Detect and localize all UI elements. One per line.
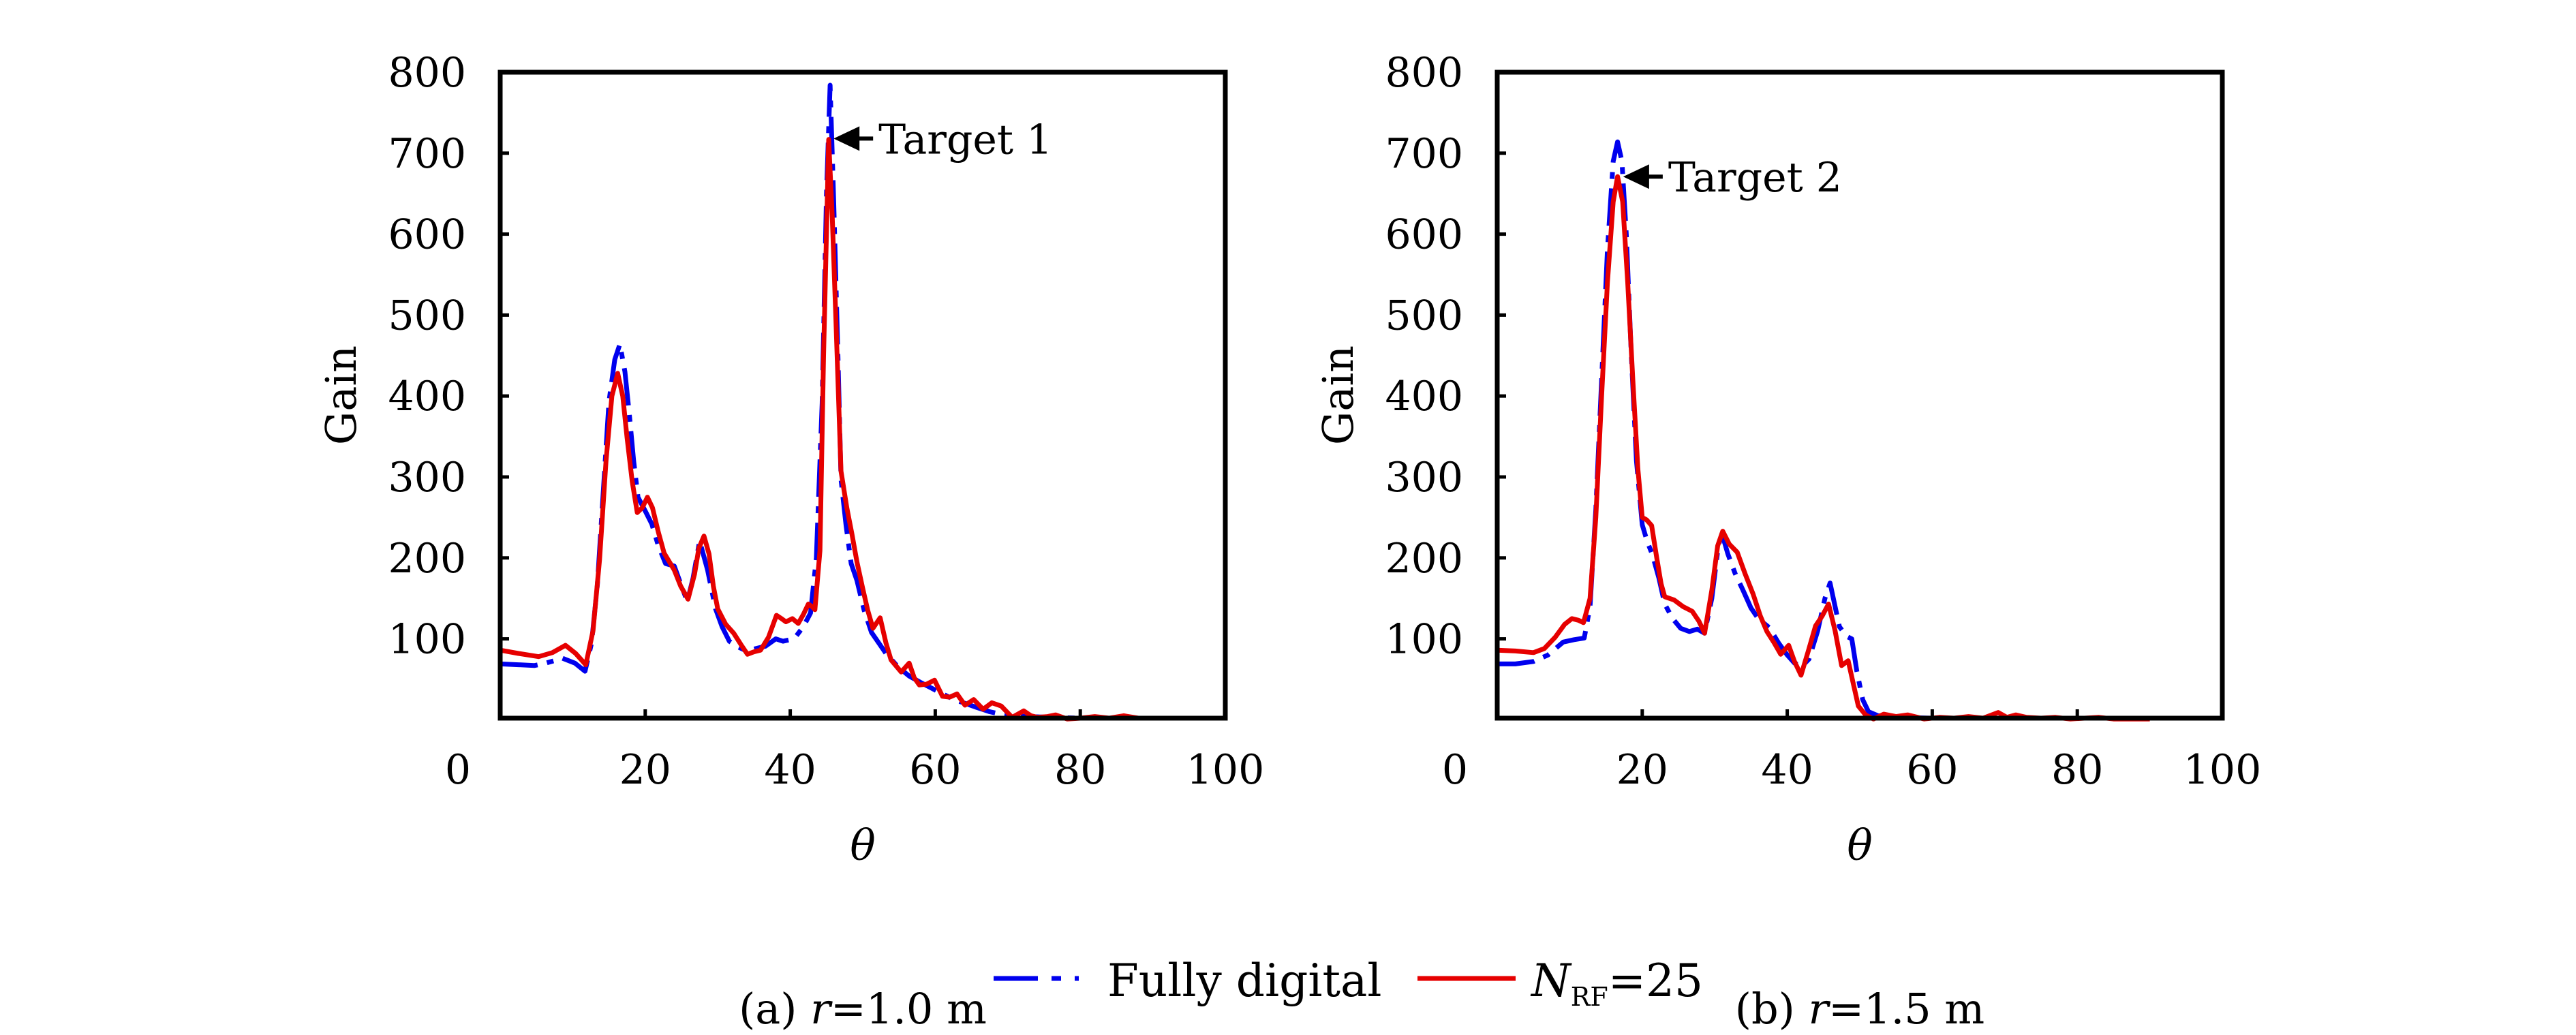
panel-a-xtick-label: 40 xyxy=(764,746,816,794)
panel-b-series-nrf-25-line xyxy=(1497,174,2150,722)
panel-a: 0 20 40 60 80 100 100 200 300 400 500 600 700 800 Gai… xyxy=(316,49,1264,1034)
panel-a-caption-var: r xyxy=(810,984,833,1034)
panel-a-annotation: Target 1 xyxy=(833,116,1052,164)
panel-b-caption-rest: =1.5 m xyxy=(1828,984,1984,1034)
panel-a-annotation-arrow-icon xyxy=(833,126,860,151)
panel-b-y-axis-label: Gain xyxy=(1313,345,1363,445)
panel-a-xtick-label: 20 xyxy=(619,746,671,794)
panel-a-series-nrf-25-line xyxy=(500,137,1153,722)
legend-item-nrf: NRF=25 xyxy=(1417,955,1703,1012)
panel-b-ytick-label: 600 xyxy=(1385,211,1463,259)
panel-a-caption: (a) r=1.0 m xyxy=(739,984,987,1034)
panel-a-caption-rest: =1.0 m xyxy=(831,984,987,1034)
panel-b-ytick-label: 300 xyxy=(1385,454,1463,501)
panel-b-ytick-label: 100 xyxy=(1385,616,1463,664)
panel-a-ytick-label: 200 xyxy=(388,535,466,583)
panel-b-caption: (b) r=1.5 m xyxy=(1735,984,1984,1034)
panel-b-ticks: 0 20 40 60 80 100 100 200 300 400 500 600 700 800 xyxy=(1385,49,2261,794)
panel-a-ytick-label: 100 xyxy=(388,616,466,664)
panel-a-y-axis-label: Gain xyxy=(316,345,366,445)
panel-a-x-axis-label: θ xyxy=(850,820,875,870)
panel-a-annotation-text: Target 1 xyxy=(878,116,1052,164)
panel-b-caption-prefix: (b) xyxy=(1735,984,1809,1034)
panel-b-x-axis-label: θ xyxy=(1847,820,1872,870)
panel-b-annotation-arrow-icon xyxy=(1623,164,1649,189)
panel-b-xtick-label: 100 xyxy=(2183,746,2262,794)
panel-a-series xyxy=(500,82,1153,722)
panel-a-ytick-label: 700 xyxy=(388,130,466,178)
panel-b-ytick-label: 200 xyxy=(1385,535,1463,583)
panel-b-ytick-label: 800 xyxy=(1385,49,1463,97)
legend-label-nrf-main: N xyxy=(1530,955,1572,1007)
panel-a-xtick-label: 100 xyxy=(1186,746,1265,794)
panel-a-ytick-label: 600 xyxy=(388,211,466,259)
panel-b-xtick-label: 20 xyxy=(1616,746,1668,794)
panel-b-ytick-label: 500 xyxy=(1385,292,1463,339)
panel-b-caption-var: r xyxy=(1809,984,1831,1034)
panel-a-ytick-label: 500 xyxy=(388,292,466,339)
panel-a-series-fully-digital-line xyxy=(500,82,1153,721)
panel-a-xtick-label: 60 xyxy=(909,746,961,794)
panel-a-ytick-label: 300 xyxy=(388,454,466,501)
panel-b-annotation-text: Target 2 xyxy=(1668,154,1842,202)
panel-a-xtick-label: 80 xyxy=(1054,746,1106,794)
legend-label-nrf: NRF=25 xyxy=(1530,955,1703,1012)
panel-b-axes-frame xyxy=(1494,69,2225,721)
panel-b-xtick-label: 40 xyxy=(1761,746,1813,794)
panel-b-xtick-label: 0 xyxy=(1442,746,1468,794)
panel-a-caption-prefix: (a) xyxy=(739,984,810,1034)
legend-label-nrf-sub: RF xyxy=(1571,982,1608,1012)
panel-a-ytick-label: 800 xyxy=(388,49,466,97)
legend-label-nrf-rest: =25 xyxy=(1608,955,1703,1007)
panel-b-ytick-label: 700 xyxy=(1385,130,1463,178)
legend-label-fully-digital: Fully digital xyxy=(1107,955,1381,1007)
panel-a-xtick-label: 0 xyxy=(445,746,471,794)
panel-a-ticks: 0 20 40 60 80 100 100 200 300 400 500 600 700 800 xyxy=(388,49,1264,794)
panel-b-annotation: Target 2 xyxy=(1623,154,1842,202)
legend: Fully digital NRF=25 xyxy=(994,955,1703,1012)
panel-b-ytick-label: 400 xyxy=(1385,373,1463,420)
panel-b-xtick-label: 80 xyxy=(2051,746,2103,794)
panel-a-ytick-label: 400 xyxy=(388,373,466,420)
panel-b-series-fully-digital-line xyxy=(1497,139,2150,721)
panel-b-series xyxy=(1497,139,2150,722)
panel-b-xtick-label: 60 xyxy=(1906,746,1958,794)
legend-item-fully-digital: Fully digital xyxy=(994,955,1381,1007)
panel-b: 0 20 40 60 80 100 100 200 300 400 500 600 700 800 Gai… xyxy=(1313,49,2261,1034)
